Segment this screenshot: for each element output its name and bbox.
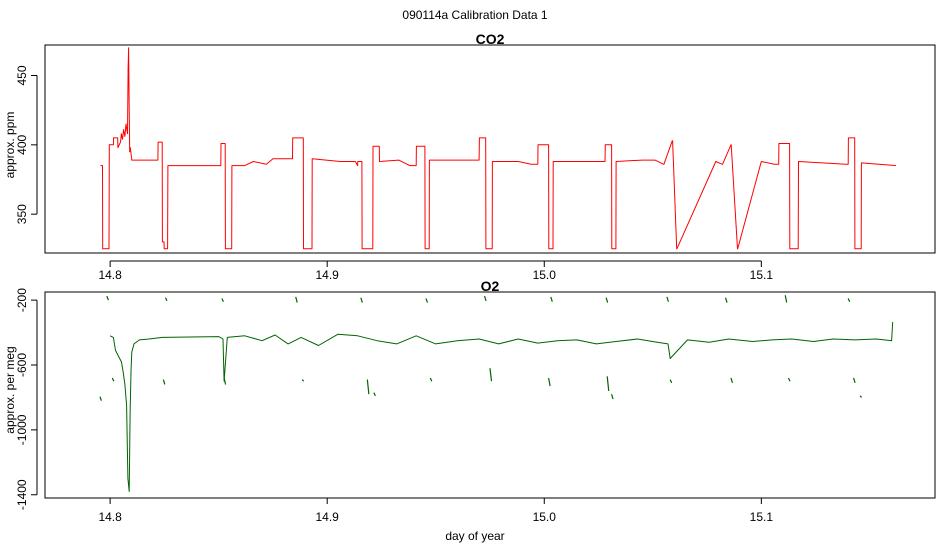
co2-x-tick-label: 15.1 (750, 268, 774, 282)
co2-y-tick-label: 350 (15, 204, 29, 224)
o2-y-tick-label: -600 (15, 353, 29, 377)
co2-x-tick-label: 14.9 (316, 268, 340, 282)
co2-title: CO2 (476, 31, 505, 47)
o2-series-segment-high (550, 296, 553, 302)
o2-series-segment-low (111, 377, 115, 382)
o2-x-axis: 14.8 14.9 15.0 15.1 (98, 497, 774, 524)
o2-series-segment-high (847, 298, 851, 302)
co2-x-tick-label: 14.8 (98, 268, 122, 282)
o2-series-segment-high (784, 295, 788, 303)
o2-x-tick-label: 14.8 (98, 510, 122, 524)
o2-x-tick-label: 14.9 (316, 510, 340, 524)
o2-series-segment-high (425, 298, 429, 303)
co2-x-tick-label: 15.0 (533, 268, 557, 282)
o2-plot-frame (44, 291, 936, 499)
o2-series-segment-low (787, 377, 791, 382)
co2-y-axis: 350 400 450 (15, 65, 38, 224)
o2-series-segment-low (366, 379, 370, 395)
o2-xlabel: day of year (445, 529, 504, 543)
o2-series-segment-high (106, 295, 109, 301)
o2-series-segment-high (295, 296, 298, 303)
o2-series-segment-low (162, 379, 166, 385)
o2-panel: O2 approx. per meg day of year 14.8 14.9 1… (3, 278, 936, 543)
o2-series-segment-high (666, 296, 669, 302)
co2-series (100, 47, 896, 250)
o2-series-segment-low (853, 377, 856, 384)
o2-y-tick-label: -200 (15, 288, 29, 312)
o2-series-line-main (109, 321, 894, 492)
o2-y-tick-label: -1400 (15, 479, 29, 510)
o2-y-axis: -200 -600 -1000 -1400 (15, 288, 38, 510)
o2-series-segment-low (548, 377, 551, 387)
o2-title: O2 (481, 278, 500, 294)
co2-plot-frame (44, 44, 936, 254)
co2-ylabel: approx. ppm (3, 112, 17, 179)
o2-series-segment-low (859, 395, 863, 398)
o2-series-segment-high (483, 295, 487, 302)
o2-series-segment-low (610, 394, 614, 400)
o2-series-segment-low (301, 379, 305, 382)
o2-series-segment-low (669, 379, 673, 384)
o2-x-tick-label: 15.1 (750, 510, 774, 524)
co2-y-tick-label: 450 (15, 65, 29, 85)
o2-series-segment-low (429, 377, 433, 382)
o2-series-segment-low (606, 376, 610, 392)
co2-series-line (100, 47, 896, 250)
o2-ylabel: approx. per meg (3, 346, 17, 433)
o2-y-tick-label: -1000 (15, 414, 29, 445)
o2-x-tick-label: 15.0 (533, 510, 557, 524)
co2-x-axis: 14.8 14.9 15.0 15.1 (98, 260, 774, 282)
co2-panel: CO2 approx. ppm 14.8 14.9 15.0 15.1 350 400 4… (3, 31, 936, 282)
o2-series-segment-low (373, 392, 376, 397)
o2-series-segment-high (164, 297, 168, 302)
co2-y-tick-label: 400 (15, 135, 29, 155)
o2-series-segment-low (99, 396, 102, 401)
o2-series-segment-low (223, 377, 227, 385)
o2-series-segment-high (605, 297, 609, 303)
o2-series-segment-high (221, 298, 224, 302)
o2-series-segment-low (730, 377, 734, 384)
o2-series-segment-low (489, 368, 493, 382)
o2-series-segment-high (360, 297, 363, 303)
o2-series-segment-high (724, 297, 728, 303)
o2-series (99, 295, 894, 492)
figure-title: 090114a Calibration Data 1 (402, 8, 548, 22)
